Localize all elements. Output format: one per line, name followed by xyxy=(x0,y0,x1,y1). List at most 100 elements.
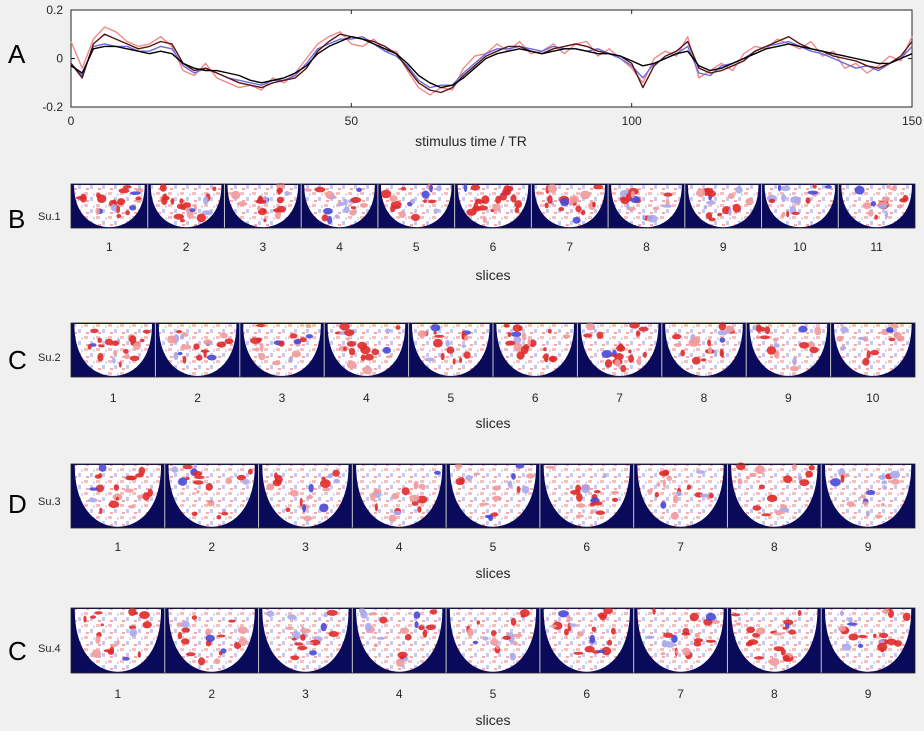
activation-blob xyxy=(398,210,406,219)
activation-blob xyxy=(433,208,439,214)
activation-blob xyxy=(297,645,308,651)
activation-blob xyxy=(236,201,248,206)
activation-blob xyxy=(595,510,605,515)
activation-blob xyxy=(511,473,516,480)
slice-panel-2: C Su.2 1 2 3 4 5 6 7 8 9 10 slices xyxy=(8,322,916,431)
activation-blob xyxy=(191,511,198,516)
activation-blob xyxy=(429,609,438,615)
activation-blob xyxy=(575,205,582,213)
activation-blob xyxy=(294,642,304,646)
activation-blob xyxy=(516,351,525,360)
activation-blob xyxy=(663,192,673,197)
activation-blob xyxy=(838,626,846,632)
activation-blob xyxy=(874,214,878,220)
activation-blob xyxy=(122,656,130,661)
activation-blob xyxy=(436,185,442,192)
activation-blob xyxy=(170,197,175,205)
activation-blob xyxy=(635,330,641,337)
activation-blob xyxy=(670,512,679,520)
slice-image xyxy=(830,323,915,377)
activation-blob xyxy=(889,470,901,479)
activation-blob xyxy=(516,485,521,494)
brain-slice xyxy=(543,465,630,527)
activation-blob xyxy=(492,203,501,212)
activation-blob xyxy=(300,628,311,634)
activation-blob xyxy=(194,475,205,479)
slice-image xyxy=(445,463,540,528)
activation-blob xyxy=(422,629,428,638)
activation-blob xyxy=(142,621,152,629)
activation-blob xyxy=(321,214,329,222)
activation-blob xyxy=(196,213,206,223)
slice-number: 4 xyxy=(396,687,403,701)
activation-blob xyxy=(110,643,118,648)
slice-number: 2 xyxy=(208,540,215,554)
activation-blob xyxy=(840,326,849,333)
activation-blob xyxy=(319,503,329,513)
activation-blob xyxy=(490,638,499,646)
activation-blob xyxy=(888,609,894,619)
brain-slice xyxy=(380,185,452,228)
activation-blob xyxy=(454,463,463,469)
activation-blob xyxy=(400,187,407,191)
activation-blob xyxy=(759,335,770,340)
activation-blob xyxy=(100,623,104,627)
activation-blob xyxy=(671,634,678,644)
activation-blob xyxy=(238,637,248,646)
activation-blob xyxy=(124,488,134,493)
activation-blob xyxy=(707,190,717,198)
slice-image xyxy=(761,184,839,228)
activation-blob xyxy=(746,626,755,634)
slice-number: 3 xyxy=(259,240,266,254)
activation-blob xyxy=(824,185,832,189)
slice-number: 9 xyxy=(720,240,727,254)
slice-strip-frame xyxy=(70,322,916,378)
slice-image xyxy=(408,323,493,377)
activation-blob xyxy=(434,334,445,338)
activation-blob xyxy=(467,628,474,637)
activation-blob xyxy=(434,470,441,475)
activation-blob xyxy=(123,348,129,354)
activation-blob xyxy=(255,323,266,328)
slice-image xyxy=(684,184,762,228)
activation-blob xyxy=(200,349,210,353)
activation-blob xyxy=(709,492,714,499)
activation-blob xyxy=(207,500,215,507)
activation-blob xyxy=(182,464,193,470)
activation-blob xyxy=(379,616,388,624)
activation-blob xyxy=(290,489,299,497)
activation-blob xyxy=(401,487,410,496)
slice-image xyxy=(258,464,353,528)
slice-image xyxy=(71,323,156,377)
activation-blob xyxy=(135,196,142,201)
activation-blob xyxy=(110,203,117,212)
activation-blob xyxy=(870,349,880,356)
activation-blob xyxy=(592,501,603,506)
activation-blob xyxy=(399,627,409,634)
activation-blob xyxy=(425,624,436,631)
activation-blob xyxy=(250,337,261,345)
activation-blob xyxy=(180,344,192,350)
activation-blob xyxy=(602,472,607,479)
slice-image xyxy=(351,607,447,673)
activation-blob xyxy=(543,347,547,352)
activation-blob xyxy=(440,352,445,361)
activation-blob xyxy=(700,358,707,362)
activation-blob xyxy=(737,478,743,485)
activation-blob xyxy=(461,330,465,340)
activation-blob xyxy=(544,202,549,209)
activation-blob xyxy=(545,465,556,469)
activation-blob xyxy=(142,492,150,501)
activation-blob xyxy=(358,607,366,614)
activation-blob xyxy=(97,352,104,362)
activation-blob xyxy=(526,473,535,479)
activation-blob xyxy=(558,207,565,212)
activation-blob xyxy=(328,631,339,637)
activation-blob xyxy=(411,501,419,506)
brain-slice xyxy=(356,609,443,672)
activation-blob xyxy=(857,336,867,340)
activation-blob xyxy=(180,333,184,340)
activation-blob xyxy=(417,506,422,513)
activation-blob xyxy=(775,510,783,516)
activation-blob xyxy=(177,631,183,640)
